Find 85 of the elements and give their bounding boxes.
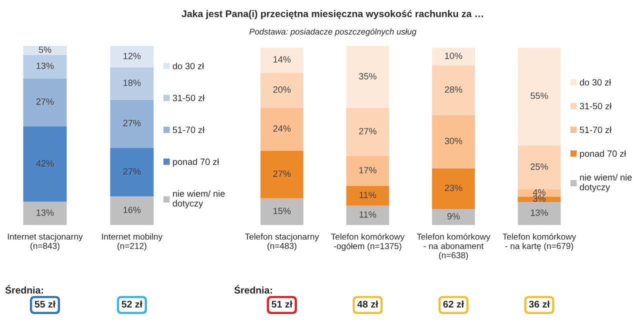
text: 62 zł <box>443 300 464 308</box>
data-label: 28% <box>444 86 462 93</box>
data-label: 55% <box>530 92 548 99</box>
bar <box>346 46 390 108</box>
data-label: 42% <box>36 160 54 167</box>
data-label: 15% <box>274 208 291 214</box>
bar <box>23 46 67 55</box>
bar <box>110 100 154 148</box>
bar <box>23 126 67 202</box>
bar <box>432 115 475 168</box>
data-label: 17% <box>359 167 376 174</box>
bar <box>260 108 304 151</box>
data-label: 9% <box>447 213 460 220</box>
data-label: 12% <box>124 52 141 60</box>
bar <box>23 54 67 78</box>
bar <box>432 48 475 66</box>
legend-label: ponad 70 zł <box>173 158 220 167</box>
bar <box>432 65 475 116</box>
data-label: 4% <box>532 189 546 196</box>
data-label: 3% <box>533 195 546 202</box>
bar <box>432 209 475 225</box>
data-label: 20% <box>273 86 291 93</box>
data-label: 18% <box>124 80 141 86</box>
text: 48 zł <box>357 300 378 308</box>
legend-label: ponad 70 zł <box>580 150 626 159</box>
legend-label: 51-70 zł <box>172 126 205 134</box>
data-label: 27% <box>359 128 376 134</box>
legend-label: 31-50 zł <box>172 94 205 102</box>
data-label: 13% <box>36 62 54 70</box>
bar <box>346 186 390 206</box>
bar <box>346 206 390 225</box>
x-tick-label: Telefon komórkowy -ogółem (n=1375) <box>331 233 405 251</box>
data-label: 14% <box>274 56 291 63</box>
x-tick-label: Telefon komórkowy - na abonament (n=638) <box>416 233 490 260</box>
bar <box>110 148 154 196</box>
data-label: 16% <box>124 206 141 214</box>
bar <box>518 202 561 225</box>
text: 52 zł <box>122 300 142 308</box>
bar <box>432 168 475 210</box>
legend-label: do 30 zł <box>580 78 612 86</box>
bar <box>110 196 154 225</box>
data-label: 27% <box>273 170 291 177</box>
bar <box>346 156 390 186</box>
text: Średnia: <box>5 284 43 294</box>
legend-label: nie wiem/ nie dotyczy <box>172 190 225 208</box>
data-label: 23% <box>444 184 462 192</box>
text: 51 zł <box>272 300 292 308</box>
bar <box>23 78 67 127</box>
data-label: 30% <box>444 138 462 144</box>
text: Średnia: <box>234 284 272 294</box>
bar <box>518 145 561 190</box>
text: 55 zł <box>34 300 56 308</box>
legend-label: nie wiem/ nie dotyczy <box>580 174 632 192</box>
data-label: 27% <box>123 120 141 126</box>
bar <box>23 202 67 225</box>
data-label: 35% <box>358 73 376 80</box>
data-label: 24% <box>273 125 291 132</box>
bar <box>346 108 390 156</box>
bar <box>518 48 561 146</box>
chart-title: Jaka jest Pana(i) przeciętna miesięczna wysokość rachunku za … <box>182 10 484 20</box>
legend-label: 31-50 zł <box>580 102 612 110</box>
data-label: 25% <box>530 163 548 170</box>
legend-label: do 30 zł <box>172 62 204 70</box>
data-label: 10% <box>445 52 462 60</box>
bar <box>518 196 561 202</box>
bar <box>260 48 304 73</box>
chart-subtitle: Podstawa: posiadacze poszczególnych usług <box>249 28 416 36</box>
x-tick-label: Telefon komórkowy - na kartę (n=679) <box>502 233 576 251</box>
data-label: 5% <box>38 46 52 53</box>
legend-label: 51-70 zł <box>580 126 612 134</box>
x-tick-label: Telefon stacjonarny (n=483) <box>244 233 319 251</box>
data-label: 11% <box>360 192 376 198</box>
data-label: 27% <box>36 98 54 105</box>
data-label: 13% <box>36 209 54 216</box>
data-label: 11% <box>360 211 376 218</box>
bar <box>260 150 304 198</box>
bar <box>110 67 154 100</box>
x-tick-label: Internet stacjonarny (n=843) <box>8 233 83 251</box>
data-label: 27% <box>123 168 141 175</box>
bar <box>110 46 154 68</box>
bar <box>260 198 304 225</box>
x-tick-label: Internet mobilny (n=212) <box>102 233 163 251</box>
data-label: 13% <box>530 210 548 216</box>
bar <box>260 72 304 108</box>
text: 36 zł <box>528 300 550 308</box>
